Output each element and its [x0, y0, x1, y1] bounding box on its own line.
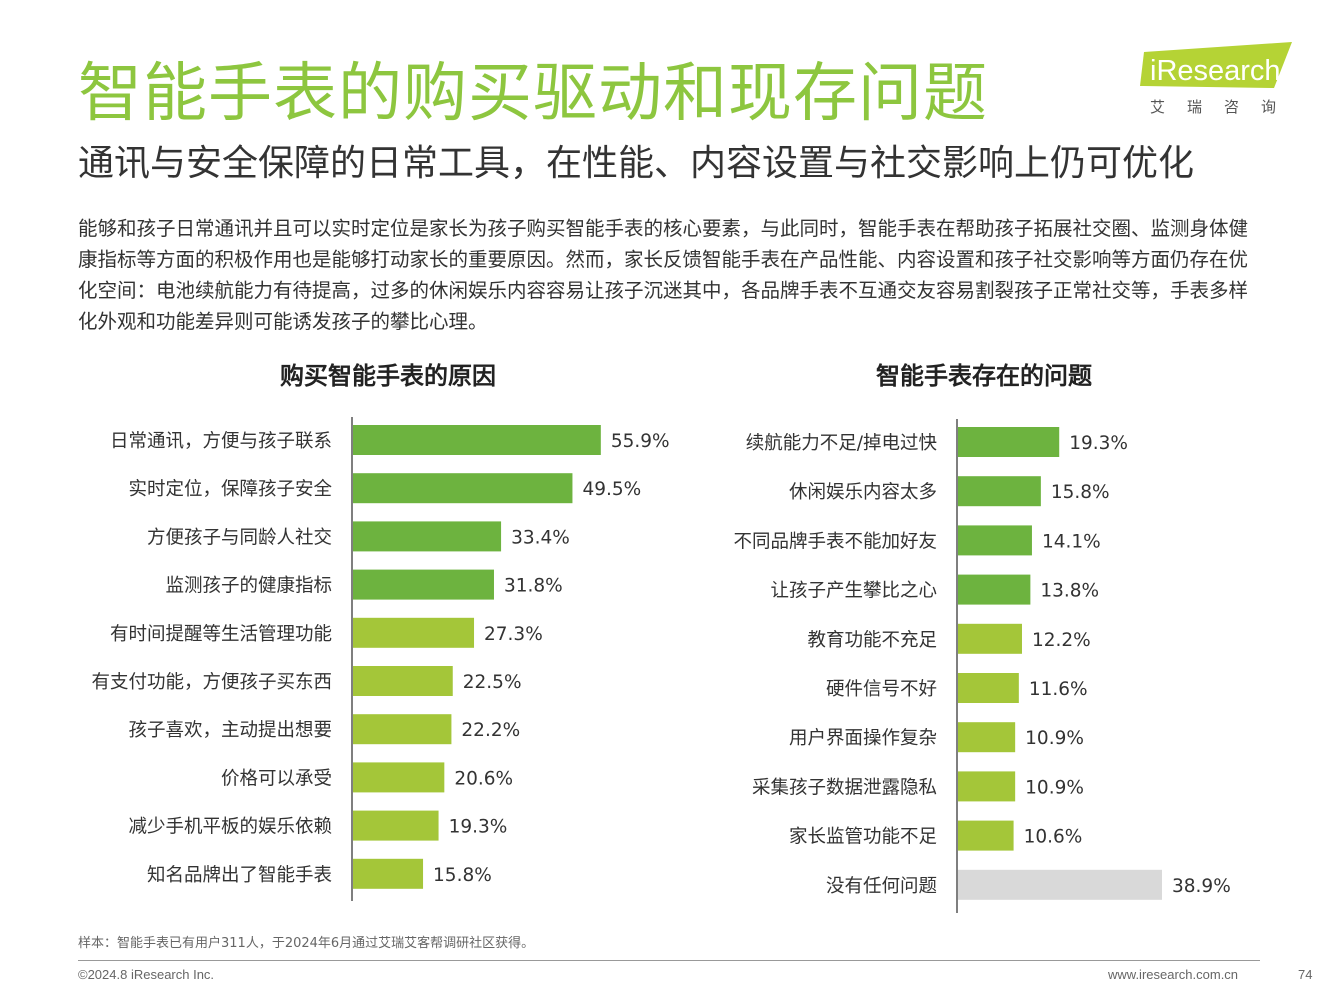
bar: [353, 473, 573, 504]
sample-note: 样本：智能手表已有用户311人，于2024年6月通过艾瑞艾客帮调研社区获得。: [78, 936, 535, 951]
category-label: 价格可以承受: [221, 768, 332, 789]
website-url[interactable]: www.iresearch.com.cn: [1108, 967, 1239, 982]
category-label: 知名品牌出了智能手表: [147, 865, 332, 886]
data-label: 31.8%: [504, 576, 563, 597]
page-subtitle: 通讯与安全保障的日常工具，在性能、内容设置与社交影响上仍可优化: [78, 143, 1195, 184]
data-label: 27.3%: [484, 624, 543, 645]
bar: [353, 762, 445, 793]
category-label: 实时定位，保障孩子安全: [128, 479, 332, 500]
bar: [353, 858, 424, 889]
logo-cn-text: 艾瑞咨询: [1150, 98, 1299, 116]
data-label: 20.6%: [454, 768, 513, 789]
data-label: 19.3%: [449, 817, 508, 838]
category-label: 监测孩子的健康指标: [165, 576, 332, 597]
bar: [353, 569, 494, 600]
category-label: 日常通讯，方便与孩子联系: [110, 431, 332, 452]
chart-title-purchase-reasons: 购买智能手表的原因: [280, 362, 496, 390]
page-number: 74: [1298, 967, 1313, 982]
copyright: ©2024.8 iResearch Inc.: [78, 967, 215, 982]
data-label: 49.5%: [582, 479, 641, 500]
bar: [353, 425, 601, 455]
data-label: 22.2%: [461, 720, 520, 741]
logo-shape-icon: [1140, 42, 1292, 88]
footer-divider: [78, 960, 1260, 961]
data-label: 33.4%: [511, 527, 570, 548]
category-label: 有支付功能，方便孩子买东西: [91, 672, 332, 693]
logo-text: iResearch: [1150, 55, 1281, 87]
category-label: 方便孩子与同龄人社交: [147, 527, 332, 548]
page-title: 智能手表的购买驱动和现存问题: [78, 57, 988, 131]
bar: [353, 521, 502, 552]
bar: [353, 810, 439, 841]
bar: [353, 666, 453, 696]
category-label: 减少手机平板的娱乐依赖: [128, 817, 332, 838]
bar: [353, 617, 475, 648]
bar: [353, 714, 452, 745]
data-label: 15.8%: [433, 865, 492, 886]
body-paragraph: 能够和孩子日常通讯并且可以实时定位是家长为孩子购买智能手表的核心要素，与此同时，…: [78, 217, 1249, 333]
category-label: 有时间提醒等生活管理功能: [110, 624, 332, 645]
data-label: 22.5%: [463, 672, 522, 693]
data-label: 55.9%: [611, 431, 670, 452]
iresearch-logo: iResearch 艾瑞咨询: [1140, 42, 1300, 120]
chart-title-existing-problems: 智能手表存在的问题: [876, 362, 1092, 390]
category-label: 孩子喜欢，主动提出想要: [128, 720, 332, 741]
